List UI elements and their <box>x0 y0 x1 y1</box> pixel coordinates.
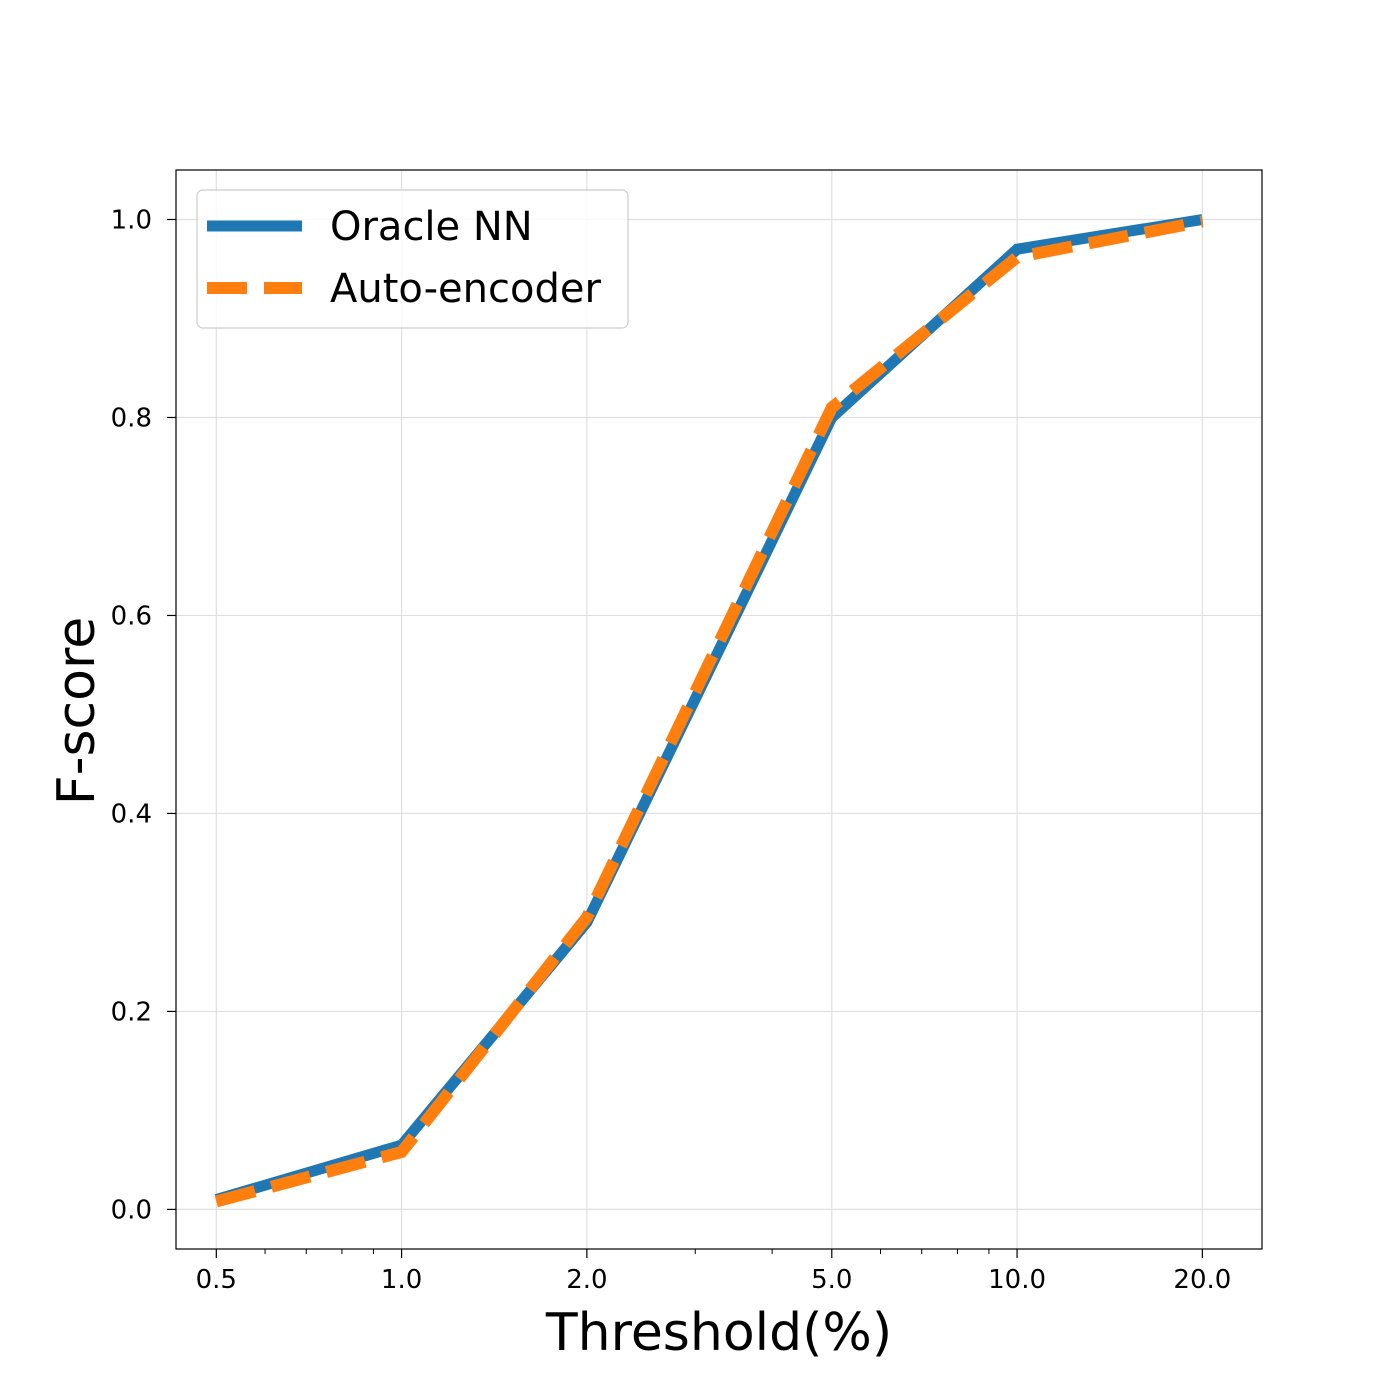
series-lines <box>214 214 1204 1208</box>
x-tick-label: 1.0 <box>381 1265 422 1295</box>
x-tick-label: 0.5 <box>196 1265 237 1295</box>
y-tick-label: 0.4 <box>111 799 152 829</box>
plot-area-frame <box>175 169 1263 1250</box>
grid-lines <box>176 170 1262 1249</box>
legend-label: Auto-encoder <box>330 266 601 312</box>
legend-box <box>196 189 629 329</box>
legend-label: Oracle NN <box>330 204 533 250</box>
x-tick-label: 2.0 <box>566 1265 607 1295</box>
y-tick-label: 1.0 <box>111 205 152 235</box>
y-tick-label: 0.2 <box>111 997 152 1027</box>
x-tick-label: 5.0 <box>811 1265 852 1295</box>
series-line-auto-encoder <box>214 215 1204 1208</box>
x-tick-label: 10.0 <box>988 1265 1046 1295</box>
axis-ticks: 0.5 1.0 2.0 5.0 10.0 20.0 0.0 0.2 0.4 0.6 0.8 1.0 <box>111 205 1232 1295</box>
y-tick-label: 0.8 <box>111 403 152 433</box>
legend: Oracle NN Auto-encoder <box>196 189 629 329</box>
y-tick-label: 0.6 <box>111 601 152 631</box>
x-axis-label: Threshold(%) <box>545 1303 892 1363</box>
x-tick-label: 20.0 <box>1173 1265 1231 1295</box>
y-axis-label: F-score <box>47 617 107 805</box>
y-tick-label: 0.0 <box>111 1195 152 1225</box>
